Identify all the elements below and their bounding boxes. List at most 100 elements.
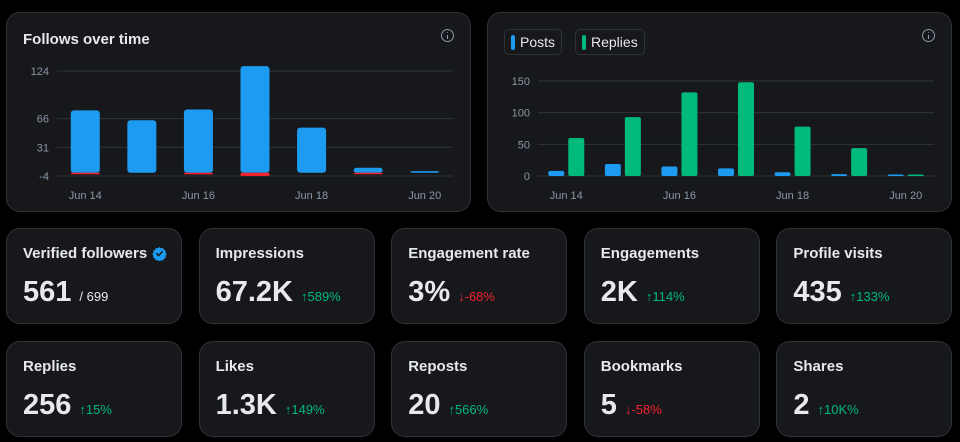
stat-value: 20 <box>408 389 441 421</box>
stat-card-profile-visits[interactable]: Profile visits 435 ↑133% <box>776 228 953 324</box>
posts-replies-chart-card: Posts Replies 150 100 50 0 Jun 14 Jun 16 Jun 1… <box>487 12 952 212</box>
replies-bar <box>851 148 868 176</box>
legend-label: Posts <box>520 34 556 50</box>
stat-value-row: 1.3K ↑149% <box>216 389 325 422</box>
posts-bar <box>718 168 734 176</box>
stat-card-likes[interactable]: Likes 1.3K ↑149% <box>198 341 375 437</box>
stat-card-engagements[interactable]: Engagements 2K ↑114% <box>583 228 760 324</box>
stat-label-text: Engagement rate <box>408 245 530 262</box>
legend-swatch-posts <box>511 34 515 50</box>
y-tick-label: -4 <box>39 171 49 183</box>
stat-label-text: Engagements <box>600 245 700 262</box>
stat-value: 67.2K <box>215 276 293 308</box>
stat-change-value: 133% <box>856 289 890 304</box>
info-icon[interactable] <box>922 29 935 42</box>
follows-bar <box>353 167 383 173</box>
legend-posts[interactable]: Posts <box>504 29 563 55</box>
stat-label: Replies <box>23 358 76 375</box>
stat-change-value: 15% <box>85 402 112 417</box>
stat-change: ↑15% <box>79 402 112 417</box>
stat-label-text: Likes <box>215 358 254 375</box>
stat-change: ↓-68% <box>458 289 495 304</box>
x-tick-label: Jun 14 <box>69 190 102 202</box>
replies-bar <box>681 92 698 176</box>
stat-value-row: 2 ↑10K% <box>793 389 858 422</box>
stat-total: / 699 <box>79 289 109 304</box>
legend-replies[interactable]: Replies <box>575 29 645 55</box>
arrow-down-icon: ↓ <box>624 402 632 417</box>
verified-badge-icon <box>152 246 167 262</box>
y-tick-label: 150 <box>512 76 530 88</box>
stat-card-bookmarks[interactable]: Bookmarks 5 ↓-58% <box>583 341 760 437</box>
y-tick-label: 100 <box>512 108 530 120</box>
chart-title: Follows over time <box>23 31 150 48</box>
stat-value: 2 <box>793 389 810 421</box>
stat-label: Bookmarks <box>601 358 683 375</box>
replies-bar <box>738 82 754 176</box>
posts-bar <box>661 166 678 176</box>
stat-change: ↑10K% <box>818 402 859 417</box>
stat-value-row: 256 ↑15% <box>23 389 112 422</box>
stat-label-text: Shares <box>793 358 844 375</box>
follows-bar <box>183 109 213 173</box>
stat-value-row: 3% ↓-68% <box>408 276 495 309</box>
x-tick-label: Jun 20 <box>408 190 441 202</box>
replies-bar <box>624 117 641 176</box>
stat-change: ↓-58% <box>625 402 662 417</box>
stat-card-impressions[interactable]: Impressions 67.2K ↑589% <box>198 228 375 324</box>
stat-label-text: Profile visits <box>793 245 883 262</box>
x-tick-label: Jun 20 <box>889 190 922 202</box>
follows-bar <box>70 110 100 173</box>
follows-bar <box>297 127 327 173</box>
y-tick-label: 31 <box>37 142 49 154</box>
stat-value: 1.3K <box>215 389 277 421</box>
stat-change-value: 149% <box>291 402 325 417</box>
arrow-up-icon: ↑ <box>79 402 86 417</box>
y-tick-label: 0 <box>524 171 530 183</box>
unfollows-bar <box>183 172 213 175</box>
stat-label: Engagement rate <box>408 245 530 262</box>
stat-change: ↑589% <box>301 289 341 304</box>
posts-bar <box>548 170 565 176</box>
stat-change: ↑149% <box>285 402 325 417</box>
arrow-up-icon: ↑ <box>300 289 308 304</box>
posts-bar <box>831 174 848 176</box>
posts-bar <box>887 174 904 176</box>
stat-value: 435 <box>793 276 842 308</box>
stat-change: ↑114% <box>646 289 685 304</box>
stat-label: Verified followers <box>23 245 167 262</box>
info-icon[interactable] <box>441 29 454 42</box>
stat-change-value: 10K% <box>824 402 859 417</box>
unfollows-bar <box>353 172 383 175</box>
stat-card-reposts[interactable]: Reposts 20 ↑566% <box>391 341 568 437</box>
stat-change: ↑133% <box>850 289 890 304</box>
stat-card-shares[interactable]: Shares 2 ↑10K% <box>776 341 953 437</box>
posts-replies-chart: 150 100 50 0 Jun 14 Jun 16 Jun 18 Jun 20 <box>512 76 934 202</box>
stat-label: Reposts <box>408 358 467 375</box>
stat-value-row: 561 / 699 <box>23 276 108 309</box>
stat-card-engagement-rate[interactable]: Engagement rate 3% ↓-68% <box>391 228 568 324</box>
stat-label-text: Bookmarks <box>600 358 683 375</box>
replies-bar <box>568 138 585 176</box>
stat-label-text: Reposts <box>408 358 468 375</box>
stat-label: Profile visits <box>793 245 882 262</box>
unfollows-bar <box>240 172 270 176</box>
arrow-down-icon: ↓ <box>458 289 465 304</box>
stat-card-replies[interactable]: Replies 256 ↑15% <box>6 341 182 437</box>
arrow-up-icon: ↑ <box>645 289 653 304</box>
stat-value: 3% <box>408 276 451 308</box>
stat-change-value: 566% <box>454 402 489 417</box>
stat-card-verified-followers[interactable]: Verified followers 561 / 699 <box>6 228 182 324</box>
posts-bar <box>774 172 791 176</box>
y-tick-label: 50 <box>518 139 530 151</box>
stat-change-value: 589% <box>307 289 341 304</box>
stat-value: 561 <box>23 276 72 308</box>
x-tick-label: Jun 16 <box>663 190 696 202</box>
stat-label: Impressions <box>216 245 304 262</box>
follows-chart-card: Follows over time 124 66 31 -4 Jun 14 Jun 16 J… <box>6 12 471 212</box>
x-tick-label: Jun 18 <box>295 190 328 202</box>
replies-bar <box>907 174 924 176</box>
stat-change-value: -58% <box>631 402 662 417</box>
unfollows-bar <box>70 172 100 175</box>
x-tick-label: Jun 18 <box>776 190 809 202</box>
